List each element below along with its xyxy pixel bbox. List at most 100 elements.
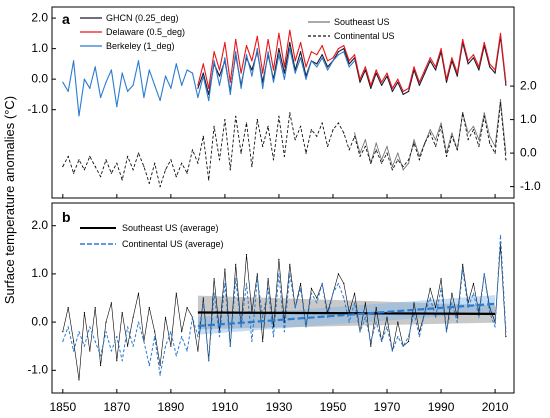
data-point-delaware-0-5-deg — [283, 66, 285, 68]
data-point-southeast-us — [483, 112, 485, 114]
data-point-continental-us — [321, 122, 323, 124]
data-point-continental-us — [148, 182, 150, 184]
data-point-continental-us — [235, 115, 237, 117]
data-point-southeast-us-average — [370, 345, 372, 347]
data-point-continental-us — [164, 169, 167, 171]
data-point-berkeley-1-deg — [289, 48, 291, 50]
data-point-continental-us-average — [197, 336, 199, 338]
data-point-delaware-0-5-deg — [494, 69, 496, 71]
data-point-continental-us-average — [289, 273, 291, 275]
data-point-continental-us — [240, 152, 242, 154]
data-point-continental-us — [499, 102, 502, 104]
data-point-berkeley-1-deg — [208, 99, 210, 102]
data-point-continental-us-average — [121, 360, 123, 362]
data-point-continental-us-average — [337, 282, 339, 285]
data-point-continental-us-average — [332, 292, 334, 294]
data-point-berkeley-1-deg — [116, 106, 118, 108]
data-point-southeast-us-average — [300, 282, 302, 285]
y-tick-label-a-left: 0.0 — [31, 71, 48, 85]
data-point-southeast-us-average — [148, 307, 150, 309]
x-tick-label: 1950 — [320, 400, 347, 414]
legend-southeast-average-label: Southeast US (average) — [122, 223, 219, 233]
data-point-southeast-us-average — [267, 278, 269, 280]
data-point-continental-us — [186, 172, 188, 174]
data-point-continental-us — [505, 159, 507, 161]
data-point-delaware-0-5-deg — [359, 78, 361, 80]
y-axis-label: Surface temperature anomalies (°C) — [2, 96, 17, 304]
data-point-berkeley-1-deg — [348, 66, 350, 68]
y-tick-label-b: 2.0 — [31, 218, 48, 232]
data-point-continental-us-average — [110, 350, 112, 352]
data-point-continental-us-average — [245, 282, 248, 285]
data-point-southeast-us-average — [83, 311, 85, 314]
data-point-delaware-0-5-deg — [235, 38, 237, 41]
data-point-continental-us-average — [316, 302, 318, 304]
y-tick-label-a-right: 0.0 — [520, 145, 537, 159]
data-point-berkeley-1-deg — [181, 84, 183, 86]
data-point-continental-us-average — [272, 336, 275, 338]
data-point-berkeley-1-deg — [235, 51, 237, 53]
data-point-southeast-us-average — [316, 297, 318, 299]
data-point-southeast-us-average — [343, 282, 345, 285]
y-tick-label-b: 1.0 — [31, 266, 48, 280]
data-point-ghcn-0-25-deg — [289, 41, 291, 44]
data-point-delaware-0-5-deg — [300, 41, 302, 44]
data-point-continental-us — [94, 165, 96, 168]
data-point-continental-us-average — [451, 302, 453, 304]
data-point-delaware-0-5-deg — [316, 54, 318, 56]
data-point-southeast-us — [451, 132, 453, 134]
data-point-southeast-us-average — [435, 307, 437, 309]
data-point-delaware-0-5-deg — [499, 32, 502, 35]
data-point-berkeley-1-deg — [159, 99, 161, 102]
data-point-southeast-us-average — [310, 287, 312, 289]
data-point-continental-us-average — [186, 350, 188, 352]
data-point-berkeley-1-deg — [321, 57, 323, 59]
data-point-ghcn-0-25-deg — [489, 66, 491, 68]
y-tick-label-b: 0.0 — [31, 314, 48, 328]
data-point-continental-us-average — [213, 292, 215, 294]
data-point-continental-us — [208, 179, 210, 181]
data-point-berkeley-1-deg — [143, 96, 145, 99]
data-point-delaware-0-5-deg — [467, 60, 469, 62]
data-point-delaware-0-5-deg — [262, 72, 264, 74]
legend-ghcn-label: GHCN (0.25_deg) — [106, 13, 179, 23]
data-point-southeast-us — [397, 152, 399, 154]
data-point-continental-us — [245, 122, 248, 124]
data-point-continental-us-average — [105, 331, 107, 333]
data-point-delaware-0-5-deg — [483, 41, 485, 44]
data-point-ghcn-0-25-deg — [424, 72, 426, 74]
data-point-berkeley-1-deg — [132, 84, 134, 86]
data-point-continental-us-average — [505, 331, 507, 333]
data-point-berkeley-1-deg — [294, 72, 296, 74]
data-point-delaware-0-5-deg — [435, 66, 437, 68]
data-point-continental-us — [202, 135, 204, 137]
data-point-berkeley-1-deg — [251, 75, 253, 77]
data-point-continental-us-average — [235, 278, 237, 280]
data-point-delaware-0-5-deg — [408, 87, 410, 89]
x-tick-label: 2010 — [482, 400, 509, 414]
data-point-southeast-us-average — [289, 263, 291, 265]
data-point-delaware-0-5-deg — [413, 66, 415, 68]
series-lines — [62, 29, 507, 381]
data-point-southeast-us-average — [100, 364, 102, 367]
x-tick-label: 1910 — [212, 400, 239, 414]
data-point-delaware-0-5-deg — [391, 87, 393, 89]
data-point-continental-us-average — [202, 302, 204, 304]
data-point-delaware-0-5-deg — [381, 81, 383, 83]
data-point-continental-us-average — [467, 307, 469, 309]
y-tick-label-a-left: 2.0 — [31, 10, 48, 24]
data-point-delaware-0-5-deg — [445, 78, 448, 80]
data-point-continental-us — [197, 162, 199, 164]
data-point-southeast-us — [354, 132, 356, 134]
data-point-ghcn-0-25-deg — [391, 90, 393, 92]
data-point-delaware-0-5-deg — [402, 90, 404, 92]
data-point-continental-us — [191, 149, 194, 151]
data-point-southeast-us — [402, 169, 404, 171]
legend-continental-us-label: Continental US — [334, 31, 395, 41]
data-point-continental-us — [78, 159, 80, 161]
data-point-ghcn-0-25-deg — [218, 75, 221, 77]
data-point-continental-us-average — [370, 340, 372, 342]
data-point-berkeley-1-deg — [110, 69, 112, 71]
data-point-continental-us-average — [456, 321, 458, 323]
data-point-continental-us-average — [127, 326, 129, 328]
